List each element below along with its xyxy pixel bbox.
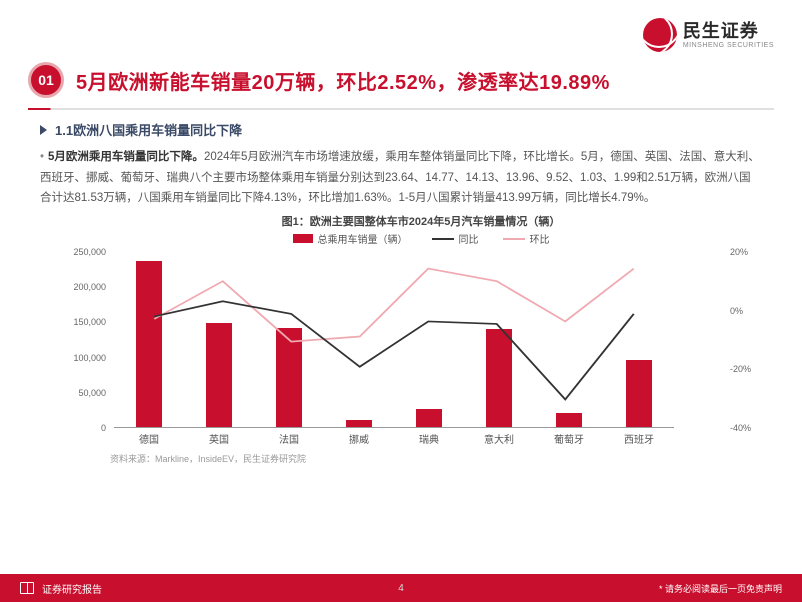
- bar: [416, 409, 442, 427]
- brand-logo: 民生证券 MINSHENG SECURITIES: [643, 18, 774, 52]
- title-rule: [28, 108, 774, 110]
- legend-mom-label: 环比: [530, 231, 550, 246]
- yoy-line: [154, 301, 634, 399]
- logo-mark-icon: [643, 18, 677, 52]
- legend-yoy-label: 同比: [459, 231, 479, 246]
- y-left-tick: 200,000: [58, 282, 106, 292]
- section-badge: 01: [28, 62, 64, 98]
- x-category: 法国: [261, 431, 317, 446]
- chart-container: 图1：欧洲主要国整体车市2024年5月汽车销量情况（辆） 总乘用车销量（辆） 同…: [0, 209, 802, 448]
- book-icon: [20, 582, 34, 594]
- y-right-tick: -20%: [730, 364, 778, 374]
- brand-name-cn: 民生证券: [683, 22, 774, 40]
- mom-line: [154, 269, 634, 342]
- line-overlay: [120, 256, 668, 407]
- y-right-tick: 0%: [730, 306, 778, 316]
- brand-name-en: MINSHENG SECURITIES: [683, 42, 774, 49]
- page-title: 5月欧洲新能车销量20万辆，环比2.52%，渗透率达19.89%: [76, 66, 610, 95]
- y-left-tick: 150,000: [58, 317, 106, 327]
- y-left-tick: 0: [58, 423, 106, 433]
- y-right-tick: 20%: [730, 247, 778, 257]
- chart-legend: 总乘用车销量（辆） 同比 环比: [100, 231, 742, 246]
- legend-mom-swatch: [503, 238, 525, 240]
- legend-bar-label: 总乘用车销量（辆）: [318, 231, 408, 246]
- chevron-right-icon: [40, 125, 47, 135]
- page-number: 4: [398, 583, 404, 594]
- y-right-tick: -40%: [730, 423, 778, 433]
- x-category: 英国: [191, 431, 247, 446]
- subheading: 1.1欧洲八国乘用车销量同比下降: [55, 120, 242, 139]
- bar: [346, 420, 372, 427]
- footer-bar: 证券研究报告 4 * 请务必阅读最后一页免责声明: [0, 574, 802, 602]
- bar: [556, 413, 582, 427]
- x-category: 瑞典: [401, 431, 457, 446]
- x-category: 挪威: [331, 431, 387, 446]
- x-category: 德国: [121, 431, 177, 446]
- x-category: 西班牙: [611, 431, 667, 446]
- x-category: 意大利: [471, 431, 527, 446]
- header: 民生证券 MINSHENG SECURITIES: [0, 0, 802, 52]
- legend-bar-swatch: [293, 234, 313, 243]
- paragraph-lead: 5月欧洲乘用车销量同比下降。: [48, 151, 204, 163]
- footer-disclaimer: * 请务必阅读最后一页免责声明: [659, 582, 782, 595]
- y-left-tick: 50,000: [58, 388, 106, 398]
- chart-source: 资料来源：Markline，InsideEV，民生证券研究院: [0, 452, 802, 465]
- chart-plot: 050,000100,000150,000200,000250,000-40%-…: [108, 248, 742, 448]
- x-category: 葡萄牙: [541, 431, 597, 446]
- y-left-tick: 100,000: [58, 353, 106, 363]
- y-left-tick: 250,000: [58, 247, 106, 257]
- chart-title: 图1：欧洲主要国整体车市2024年5月汽车销量情况（辆）: [100, 213, 742, 229]
- footer-left: 证券研究报告: [42, 581, 102, 596]
- body-paragraph: •5月欧洲乘用车销量同比下降。2024年5月欧洲汽车市场增速放缓，乘用车整体销量…: [0, 139, 802, 209]
- legend-yoy-swatch: [432, 238, 454, 240]
